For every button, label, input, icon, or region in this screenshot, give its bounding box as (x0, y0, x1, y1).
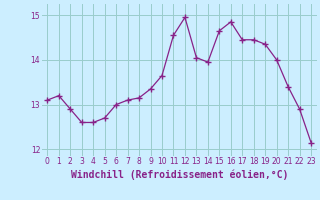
X-axis label: Windchill (Refroidissement éolien,°C): Windchill (Refroidissement éolien,°C) (70, 169, 288, 180)
